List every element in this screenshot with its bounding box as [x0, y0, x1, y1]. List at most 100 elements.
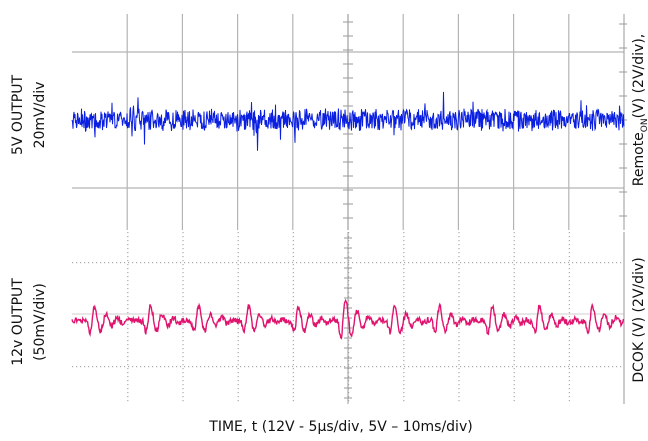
- bottom-grid-dot: [182, 284, 184, 286]
- bottom-grid-dot: [127, 396, 129, 398]
- bottom-grid-dot: [492, 262, 494, 264]
- bottom-grid-dot: [237, 248, 239, 250]
- bottom-grid-dot: [403, 304, 405, 306]
- bottom-ylabel-line1: 12v OUTPUT: [10, 278, 26, 366]
- bottom-grid-dot: [288, 366, 290, 368]
- bottom-grid-dot: [292, 304, 294, 306]
- bottom-grid-dot: [284, 366, 286, 368]
- bottom-grid-dot: [176, 366, 178, 368]
- bottom-grid-dot: [513, 252, 515, 254]
- bottom-grid-dot: [127, 284, 129, 286]
- bottom-grid-dot: [458, 252, 460, 254]
- bottom-grid-dot: [127, 384, 129, 386]
- bottom-grid-dot: [252, 262, 254, 264]
- bottom-grid-dot: [458, 232, 460, 234]
- bottom-grid-dot: [376, 366, 378, 368]
- bottom-grid-dot: [168, 366, 170, 368]
- bottom-grid-dot: [168, 262, 170, 264]
- bottom-grid-dot: [440, 366, 442, 368]
- bottom-grid-dot: [276, 262, 278, 264]
- bottom-grid-dot: [328, 366, 330, 368]
- bottom-grid-dot: [304, 262, 306, 264]
- bottom-grid-dot: [376, 262, 378, 264]
- bottom-grid-dot: [127, 252, 129, 254]
- bottom-grid-dot: [568, 304, 570, 306]
- bottom-grid-dot: [324, 366, 326, 368]
- bottom-grid-dot: [348, 368, 350, 370]
- bottom-grid-dot: [348, 252, 350, 254]
- bottom-grid-dot: [127, 240, 129, 242]
- bottom-grid-dot: [403, 368, 405, 370]
- bottom-grid-dot: [458, 304, 460, 306]
- bottom-grid-dot: [208, 262, 210, 264]
- bottom-grid-dot: [458, 272, 460, 274]
- bottom-grid-dot: [182, 272, 184, 274]
- bottom-grid-dot: [596, 262, 598, 264]
- bottom-grid-dot: [104, 366, 106, 368]
- bottom-grid-dot: [76, 366, 78, 368]
- bottom-grid-dot: [140, 262, 142, 264]
- bottom-grid-dot: [112, 262, 114, 264]
- bottom-grid-dot: [403, 392, 405, 394]
- bottom-grid-dot: [568, 392, 570, 394]
- bottom-grid-dot: [132, 262, 134, 264]
- bottom-grid-dot: [403, 248, 405, 250]
- bottom-grid-dot: [513, 308, 515, 310]
- bottom-grid-dot: [160, 262, 162, 264]
- bottom-grid-dot: [403, 284, 405, 286]
- bottom-grid-dot: [237, 252, 239, 254]
- bottom-grid-dot: [528, 366, 530, 368]
- bottom-grid-dot: [504, 262, 506, 264]
- bottom-grid-dot: [192, 366, 194, 368]
- bottom-grid-dot: [182, 304, 184, 306]
- bottom-grid-dot: [292, 348, 294, 350]
- bottom-grid-dot: [348, 264, 350, 266]
- bottom-grid-dot: [176, 262, 178, 264]
- bottom-grid-dot: [264, 366, 266, 368]
- bottom-grid-dot: [127, 232, 129, 234]
- bottom-grid-dot: [160, 366, 162, 368]
- bottom-grid-dot: [292, 380, 294, 382]
- bottom-grid-dot: [568, 360, 570, 362]
- bottom-grid-dot: [237, 364, 239, 366]
- bottom-grid-dot: [480, 262, 482, 264]
- bottom-grid-dot: [348, 340, 350, 342]
- bottom-grid-dot: [513, 284, 515, 286]
- bottom-grid-dot: [182, 372, 184, 374]
- bottom-grid-dot: [292, 232, 294, 234]
- bottom-grid-dot: [592, 366, 594, 368]
- bottom-grid-dot: [403, 280, 405, 282]
- bottom-grid-dot: [576, 262, 578, 264]
- bottom-grid-dot: [332, 262, 334, 264]
- bottom-grid-dot: [120, 262, 122, 264]
- bottom-grid-dot: [348, 324, 350, 326]
- bottom-grid-dot: [513, 324, 515, 326]
- bottom-grid-dot: [127, 364, 129, 366]
- bottom-grid-dot: [568, 312, 570, 314]
- bottom-grid-dot: [403, 296, 405, 298]
- bottom-grid-dot: [237, 288, 239, 290]
- bottom-grid-dot: [403, 232, 405, 234]
- bottom-grid-dot: [404, 366, 406, 368]
- bottom-grid-dot: [544, 366, 546, 368]
- bottom-grid-dot: [244, 366, 246, 368]
- bottom-grid-dot: [237, 348, 239, 350]
- bottom-grid-dot: [432, 262, 434, 264]
- bottom-grid-dot: [280, 262, 282, 264]
- bottom-grid-dot: [348, 396, 350, 398]
- bottom-grid-dot: [127, 248, 129, 250]
- bottom-grid-dot: [403, 376, 405, 378]
- bottom-grid-dot: [182, 236, 184, 238]
- bottom-grid-dot: [348, 284, 350, 286]
- bottom-grid-dot: [556, 262, 558, 264]
- bottom-grid-dot: [458, 280, 460, 282]
- bottom-grid-dot: [237, 324, 239, 326]
- bottom-grid-dot: [403, 276, 405, 278]
- bottom-grid-dot: [292, 312, 294, 314]
- bottom-grid-dot: [616, 262, 618, 264]
- bottom-grid-dot: [568, 340, 570, 342]
- bottom-grid-dot: [237, 292, 239, 294]
- bottom-grid-dot: [260, 262, 262, 264]
- bottom-grid-dot: [348, 384, 350, 386]
- bottom-grid-dot: [182, 340, 184, 342]
